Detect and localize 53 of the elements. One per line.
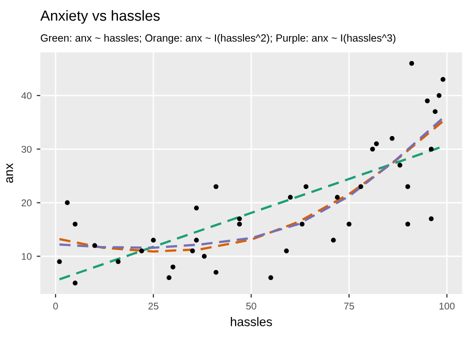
point [150, 238, 156, 243]
point [304, 184, 308, 190]
chart-subtitle: Green: anx ~ hassles; Orange: anx ~ I(hassles^2); Purple: anx ~ I(hassles^3) [40, 34, 396, 44]
point [139, 248, 144, 254]
point [237, 222, 242, 227]
point [405, 222, 410, 227]
point [390, 136, 395, 141]
point [64, 200, 70, 206]
point [440, 77, 446, 82]
point [398, 162, 402, 168]
point [116, 259, 121, 264]
point [72, 222, 78, 227]
point [300, 222, 304, 227]
point [428, 216, 434, 222]
y-tick-label: 40 [21, 92, 32, 100]
y-tick-label: 30 [22, 146, 32, 153]
point [72, 280, 78, 286]
point [268, 275, 274, 280]
x-tick-label: 50 [246, 302, 256, 310]
chart-title: Anxiety vs hassles [40, 10, 160, 24]
point [428, 146, 434, 152]
point [194, 206, 199, 210]
x-tick-label: 0 [53, 302, 58, 310]
point [92, 243, 98, 248]
point [214, 270, 218, 275]
y-tick-label: 10 [22, 253, 32, 260]
point [424, 98, 430, 104]
point [57, 259, 62, 264]
point [190, 248, 195, 254]
point [374, 141, 379, 146]
y-axis-title: anx [6, 163, 14, 183]
point [202, 254, 207, 259]
point [194, 238, 199, 243]
x-axis-title: hassles [230, 317, 272, 326]
point [288, 194, 293, 200]
point [432, 109, 438, 114]
point [214, 184, 218, 190]
point [436, 93, 442, 98]
point [237, 216, 242, 222]
point [405, 184, 410, 190]
point [358, 184, 364, 190]
point [284, 248, 289, 254]
point [409, 60, 414, 66]
x-tick-label: 25 [148, 302, 158, 310]
point [370, 146, 375, 152]
y-tick-label: 20 [22, 199, 32, 206]
point [166, 275, 172, 280]
x-tick-label: 75 [344, 302, 354, 310]
point [330, 238, 336, 243]
point [334, 194, 340, 200]
point [346, 222, 352, 227]
point [170, 264, 176, 270]
x-tick-label: 100 [440, 302, 455, 310]
